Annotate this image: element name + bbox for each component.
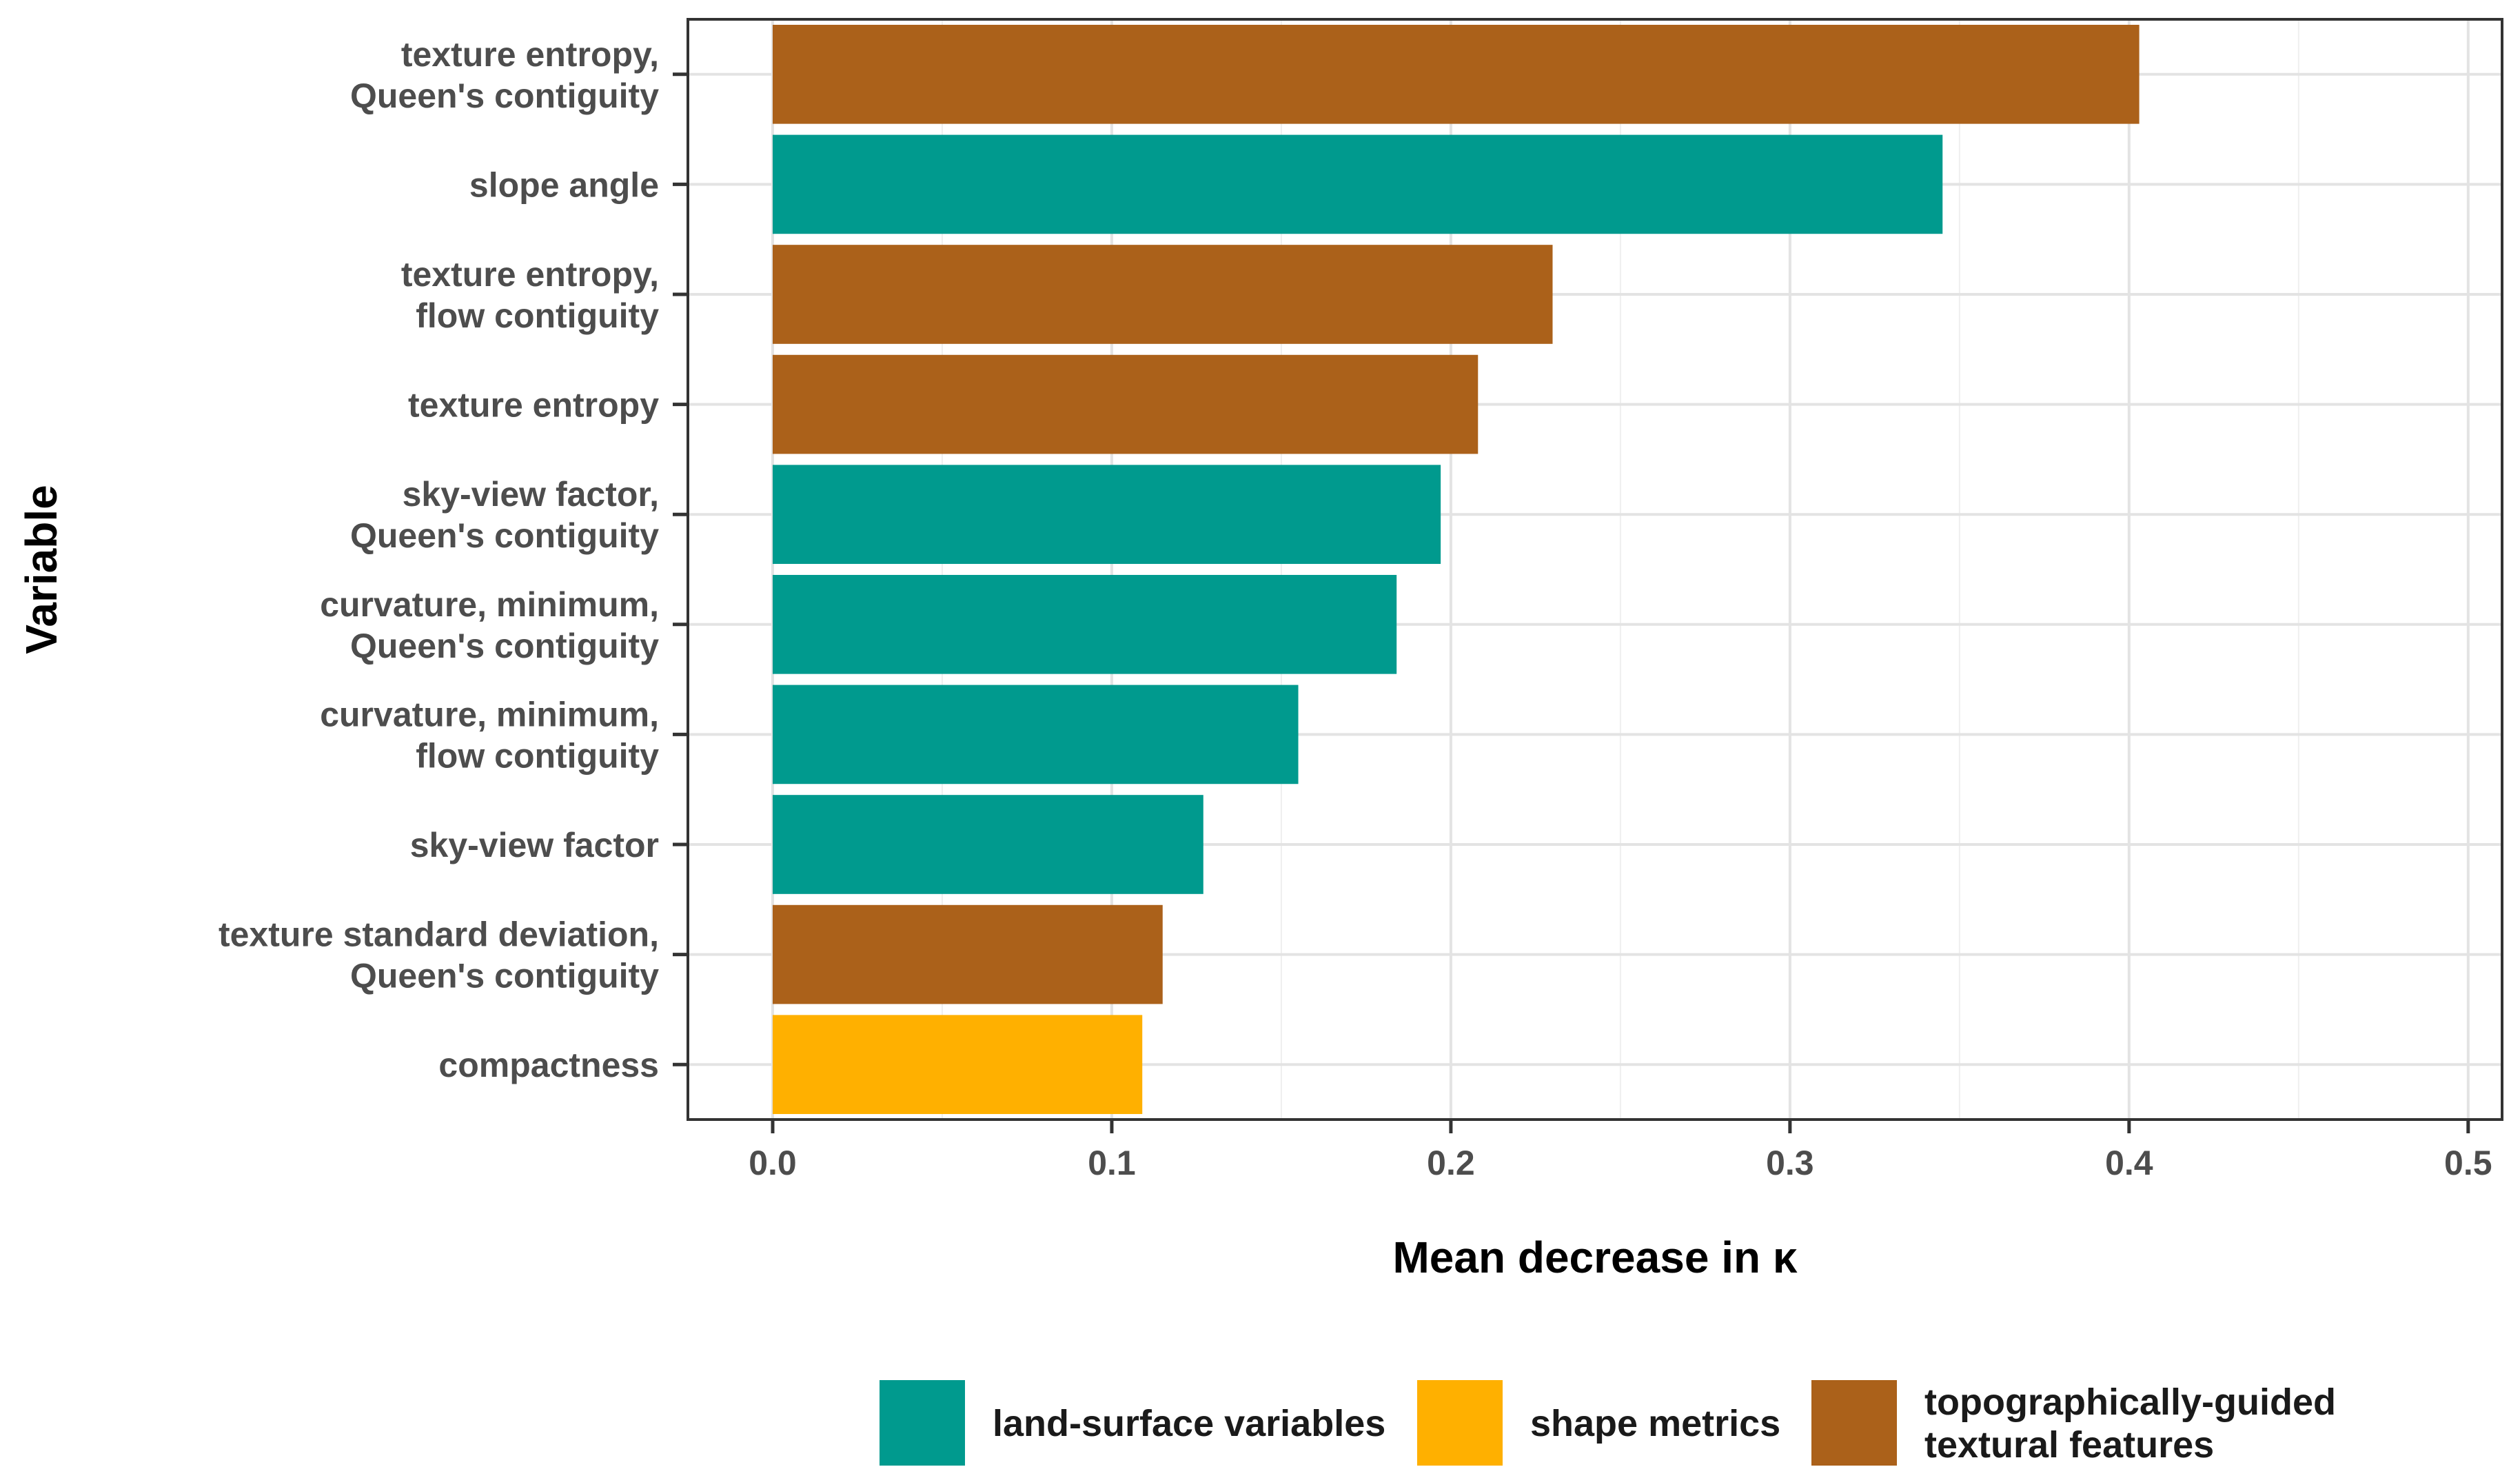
bar-4 [772,465,1441,565]
legend-label-line: textural features [1924,1424,2214,1466]
y-tick-label-line: texture entropy, [401,255,659,294]
legend-label-1: shape metrics [1530,1403,1780,1444]
bar-5 [772,574,1397,674]
y-tick-label-line: flow contiguity [416,736,659,775]
y-tick-label-line: curvature, minimum, [320,585,659,624]
bar-8 [772,904,1163,1004]
x-tick-label: 0.0 [749,1144,797,1182]
legend: land-surface variables shape metrics topog… [880,1380,2336,1466]
bar-1 [772,134,1943,234]
legend-label-0: land-surface variables [993,1403,1385,1444]
bar-9 [772,1015,1143,1115]
bar-3 [772,354,1479,454]
x-tick-label: 0.5 [2444,1144,2492,1182]
bar-layer [772,24,2140,1115]
x-axis-title: Mean decrease in κ [1392,1233,1797,1282]
y-tick-label-line: Queen's contiguity [350,957,659,995]
y-tick-label-line: texture entropy, [401,35,659,74]
y-tick-label-line: texture standard deviation, [219,915,659,954]
y-axis-title: Variable [17,485,66,654]
y-tick-label-line: compactness [438,1046,659,1084]
bar-7 [772,795,1203,894]
y-tick-label: curvature, minimum, flow contiguity [320,695,659,775]
y-tick-label: texture entropy [408,386,659,425]
y-axis-ticks: texture entropy, Queen's contiguityslope … [219,35,688,1084]
legend-label-line: land-surface variables [993,1403,1385,1444]
legend-label-line: shape metrics [1530,1403,1780,1444]
y-tick-label-line: curvature, minimum, [320,695,659,733]
y-tick-label: texture standard deviation, Queen's conti… [219,915,659,995]
bar-0 [772,24,2140,124]
y-tick-label-line: sky-view factor [410,826,659,864]
y-tick-label-line: slope angle [469,165,659,204]
y-tick-label-line: Queen's contiguity [350,627,659,665]
y-tick-label: compactness [438,1046,659,1084]
legend-key-2 [1811,1380,1897,1466]
y-tick-label: texture entropy, flow contiguity [401,255,659,335]
legend-key-0 [880,1380,965,1466]
x-tick-label: 0.2 [1427,1144,1475,1182]
y-tick-label-line: Queen's contiguity [350,516,659,555]
y-tick-label: sky-view factor, Queen's contiguity [350,475,659,555]
x-tick-label: 0.1 [1088,1144,1136,1182]
x-tick-label: 0.3 [1766,1144,1814,1182]
y-tick-label: texture entropy, Queen's contiguity [350,35,659,115]
x-tick-label: 0.4 [2105,1144,2153,1182]
y-tick-label-line: sky-view factor, [403,475,659,514]
y-tick-label: curvature, minimum, Queen's contiguity [320,585,659,665]
y-tick-label-line: flow contiguity [416,296,659,335]
panel-border [687,18,2503,1121]
legend-label-2: topographically-guided textural features [1924,1381,2336,1466]
x-axis-ticks: 0.0 0.1 0.2 0.3 0.4 0.5 [749,1120,2492,1182]
bar-6 [772,685,1299,784]
legend-key-1 [1417,1380,1503,1466]
y-tick-label: sky-view factor [410,826,659,864]
y-tick-label-line: Queen's contiguity [350,77,659,115]
legend-label-line: topographically-guided [1924,1381,2336,1423]
y-tick-label: slope angle [469,165,659,204]
y-tick-label-line: texture entropy [408,386,659,425]
bar-2 [772,245,1553,344]
